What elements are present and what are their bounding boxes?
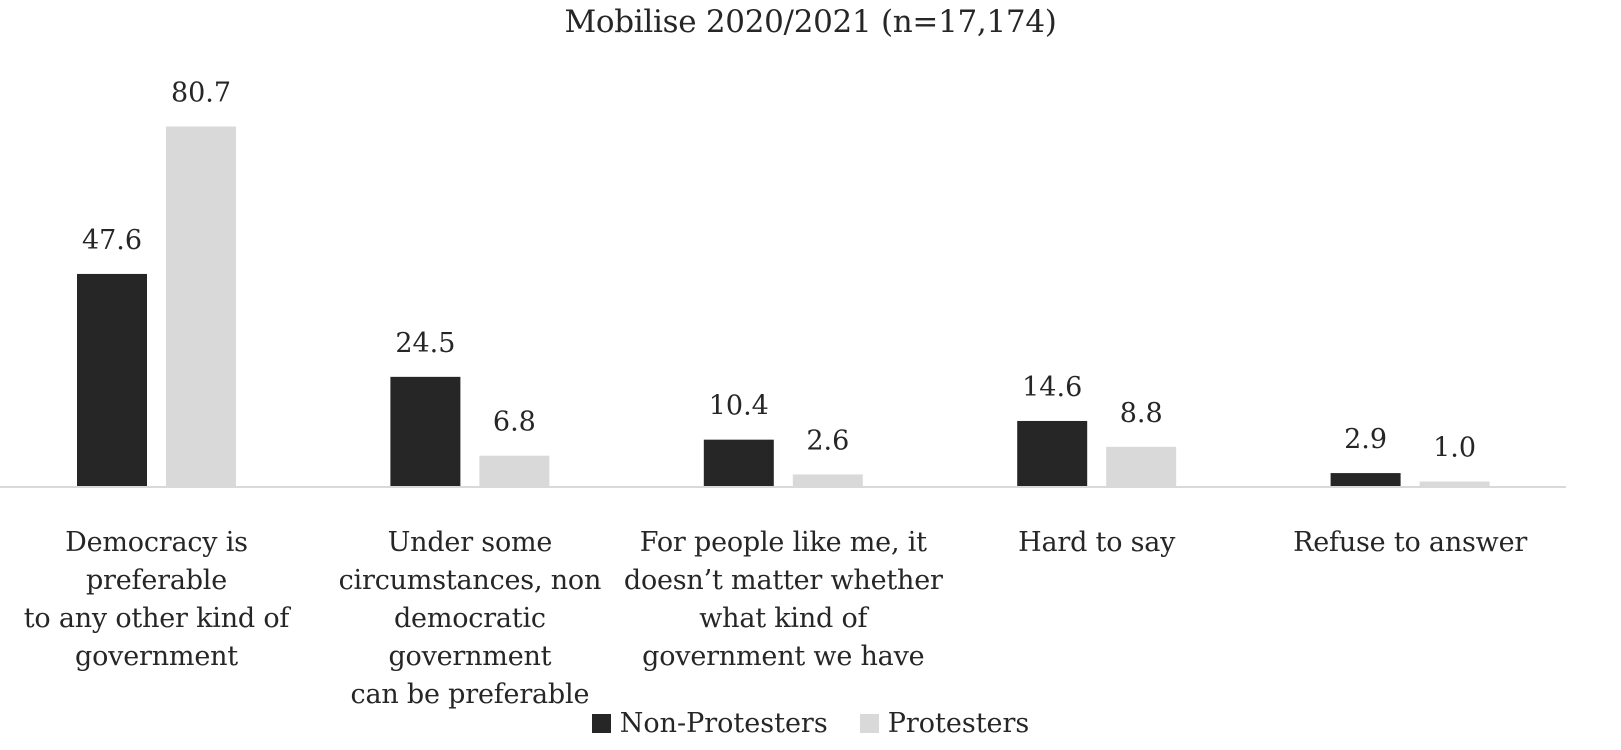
bar-protesters-4 <box>1419 481 1490 486</box>
category-label-line: Refuse to answer <box>1293 527 1528 558</box>
legend-label-protesters: Protesters <box>887 708 1030 739</box>
category-label-line: can be preferable <box>350 679 590 710</box>
legend-swatch-non-protesters <box>591 714 611 733</box>
category-label-line: circumstances, non <box>338 565 602 596</box>
category-label-1: Under some circumstances, non democratic g… <box>310 524 630 714</box>
data-label-protesters-0: 80.7 <box>171 77 231 108</box>
category-label-line: For people like me, it <box>639 527 927 558</box>
data-label-protesters-1: 6.8 <box>493 407 536 438</box>
bar-protesters-0 <box>166 126 236 486</box>
category-label-3: Hard to say <box>937 524 1257 562</box>
category-label-4: Refuse to answer <box>1250 524 1570 562</box>
category-label-0: Democracy is preferable to any other kind… <box>0 524 317 676</box>
category-label-line: democratic government <box>388 603 552 672</box>
category-label-line: to any other kind of <box>23 603 290 634</box>
category-label-line: what kind of <box>699 603 868 634</box>
bar-non-protesters-3 <box>1017 420 1088 486</box>
category-label-line: government we have <box>642 641 925 672</box>
category-label-line: Hard to say <box>1018 527 1176 558</box>
legend: Non-Protesters Protesters <box>0 708 1621 739</box>
data-label-non-protesters-1: 24.5 <box>395 328 455 359</box>
bar-protesters-2 <box>792 474 863 486</box>
legend-label-non-protesters: Non-Protesters <box>619 708 828 739</box>
data-label-non-protesters-2: 10.4 <box>709 391 769 422</box>
bar-non-protesters-2 <box>703 439 774 486</box>
data-label-protesters-4: 1.0 <box>1433 433 1476 464</box>
legend-item-non-protesters: Non-Protesters <box>591 708 828 739</box>
category-label-line: Under some <box>387 527 553 558</box>
legend-item-protesters: Protesters <box>859 708 1030 739</box>
data-label-non-protesters-3: 14.6 <box>1022 372 1082 403</box>
category-label-2: For people like me, it doesn’t matter whe… <box>623 524 943 676</box>
bar-protesters-3 <box>1106 446 1177 486</box>
bar-non-protesters-0 <box>77 273 147 486</box>
data-label-non-protesters-0: 47.6 <box>82 225 142 256</box>
category-label-line: Democracy is preferable <box>65 527 248 596</box>
bar-non-protesters-4 <box>1330 473 1401 486</box>
data-label-protesters-2: 2.6 <box>806 425 849 456</box>
bar-non-protesters-1 <box>390 376 461 486</box>
chart-title: Mobilise 2020/2021 (n=17,174) <box>564 4 1057 40</box>
category-label-line: doesn’t matter whether <box>623 565 943 596</box>
legend-swatch-protesters <box>859 714 879 733</box>
data-label-protesters-3: 8.8 <box>1120 398 1163 429</box>
bar-protesters-1 <box>479 455 550 486</box>
category-label-line: government <box>75 641 238 672</box>
data-label-non-protesters-4: 2.9 <box>1344 424 1387 455</box>
